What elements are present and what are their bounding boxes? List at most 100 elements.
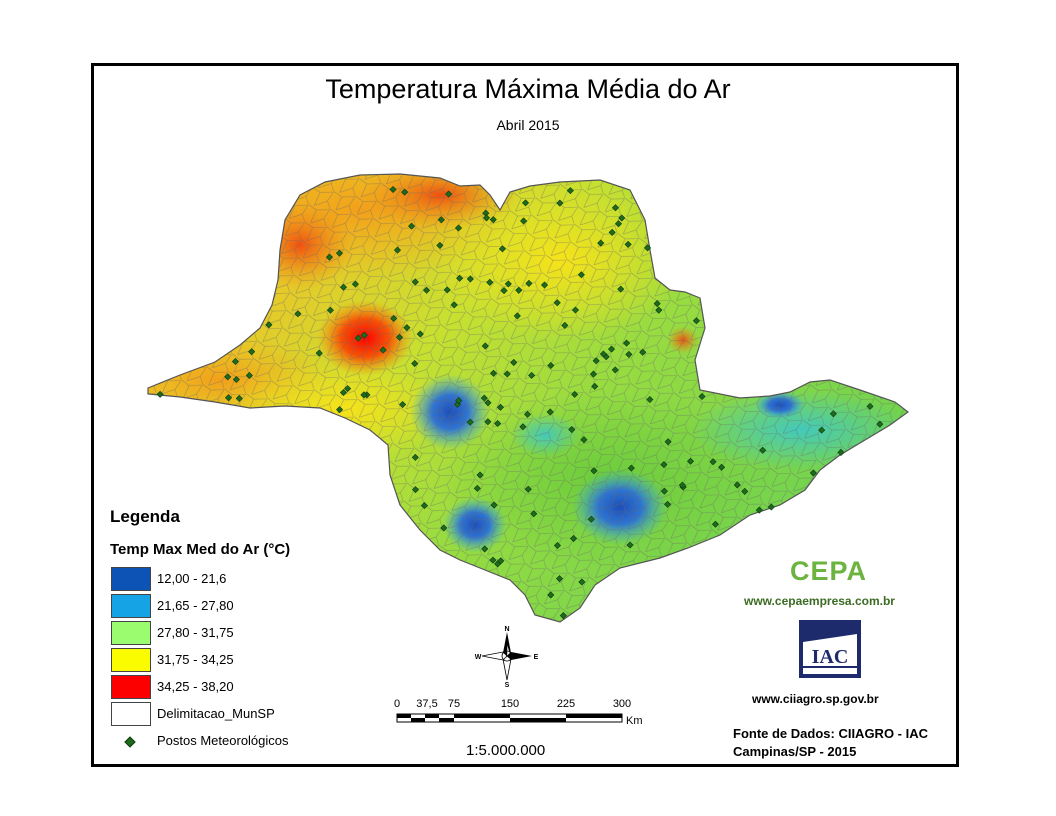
compass-e: E bbox=[534, 654, 539, 661]
station-marker bbox=[589, 370, 598, 378]
station-marker bbox=[623, 339, 631, 347]
station-marker bbox=[344, 385, 352, 393]
station-marker bbox=[408, 222, 416, 230]
cepa-url: www.cepaempresa.com.br bbox=[744, 594, 895, 608]
station-marker bbox=[494, 419, 502, 428]
station-marker bbox=[481, 342, 489, 350]
scale-unit: Km bbox=[626, 715, 643, 727]
station-marker bbox=[660, 487, 668, 495]
station-marker bbox=[559, 612, 567, 620]
legend-label: 21,65 - 27,80 bbox=[157, 598, 234, 613]
station-marker bbox=[627, 464, 635, 472]
station-marker bbox=[395, 333, 404, 341]
iac-url: www.ciiagro.sp.gov.br bbox=[752, 692, 879, 706]
station-marker bbox=[482, 214, 491, 222]
station-marker bbox=[401, 188, 409, 196]
station-marker bbox=[818, 426, 826, 434]
station-marker bbox=[235, 394, 243, 402]
station-marker bbox=[561, 321, 569, 329]
legend-swatch bbox=[111, 567, 151, 591]
station-marker bbox=[315, 349, 323, 357]
station-marker bbox=[556, 199, 564, 207]
station-marker bbox=[540, 281, 549, 289]
station-marker bbox=[490, 369, 498, 377]
station-marker bbox=[231, 357, 239, 366]
compass-s: S bbox=[505, 682, 510, 688]
scale-tick: 225 bbox=[557, 698, 575, 710]
station-marker bbox=[568, 426, 576, 434]
legend-swatch bbox=[111, 648, 151, 672]
station-marker bbox=[626, 541, 634, 549]
station-marker bbox=[522, 199, 530, 207]
station-marker bbox=[156, 390, 164, 398]
legend-label: 31,75 - 34,25 bbox=[157, 652, 234, 667]
station-marker bbox=[829, 410, 837, 418]
station-marker bbox=[326, 306, 334, 314]
station-marker bbox=[718, 463, 726, 471]
station-marker bbox=[709, 458, 717, 466]
temperature-map bbox=[147, 173, 909, 623]
station-marker bbox=[530, 510, 538, 518]
legend-swatch bbox=[111, 702, 151, 726]
station-marker bbox=[411, 359, 419, 368]
station-marker bbox=[420, 502, 428, 510]
legend-label: 12,00 - 21,6 bbox=[157, 571, 227, 586]
station-marker bbox=[759, 446, 767, 454]
station-marker bbox=[336, 406, 344, 414]
station-marker bbox=[484, 418, 492, 426]
station-marker bbox=[525, 279, 533, 287]
station-marker bbox=[423, 286, 431, 294]
station-marker bbox=[523, 410, 532, 418]
station-marker bbox=[580, 436, 588, 444]
station-marker bbox=[520, 217, 528, 225]
legend-swatch bbox=[111, 594, 151, 618]
station-marker bbox=[437, 216, 445, 224]
station-marker bbox=[571, 306, 580, 314]
scale-tick: 75 bbox=[448, 698, 460, 710]
scale-tick: 37,5 bbox=[416, 698, 437, 710]
data-source-line-1: Fonte de Dados: CIIAGRO - IAC bbox=[733, 726, 928, 741]
station-marker bbox=[294, 310, 302, 318]
station-marker bbox=[566, 187, 574, 195]
station-marker bbox=[389, 185, 397, 194]
station-marker bbox=[646, 395, 654, 404]
station-marker bbox=[416, 330, 424, 338]
station-marker bbox=[614, 220, 623, 228]
station-marker bbox=[741, 487, 749, 495]
data-source: Fonte de Dados: CIIAGRO - IAC Campinas/S… bbox=[733, 725, 928, 761]
station-marker bbox=[528, 371, 536, 379]
station-marker bbox=[245, 371, 253, 379]
map-title: Temperatura Máxima Média do Ar bbox=[325, 74, 731, 104]
station-marker bbox=[711, 520, 719, 528]
station-marker bbox=[456, 274, 464, 282]
data-source-line-2: Campinas/SP - 2015 bbox=[733, 744, 857, 759]
station-marker bbox=[486, 278, 494, 286]
station-marker bbox=[454, 224, 463, 232]
station-marker bbox=[489, 556, 497, 564]
station-marker bbox=[592, 357, 600, 365]
station-marker bbox=[232, 375, 240, 384]
station-marker bbox=[399, 401, 407, 409]
station-marker bbox=[411, 278, 419, 286]
station-marker bbox=[553, 299, 561, 307]
station-marker bbox=[513, 312, 521, 320]
station-marker bbox=[644, 244, 652, 252]
station-marker bbox=[476, 471, 484, 479]
legend-swatch bbox=[111, 621, 151, 645]
station-marker bbox=[569, 535, 578, 543]
station-marker bbox=[876, 420, 884, 428]
station-marker bbox=[597, 239, 605, 247]
scale-tick: 300 bbox=[613, 698, 631, 710]
station-marker bbox=[390, 314, 398, 322]
scale-bar: 0 37,5 75 150 225 300 Km bbox=[394, 698, 643, 727]
station-marker bbox=[591, 382, 599, 390]
station-marker bbox=[360, 331, 368, 339]
station-marker bbox=[577, 271, 585, 279]
legend-label: Delimitacao_MunSP bbox=[157, 706, 275, 721]
station-marker bbox=[625, 350, 633, 358]
station-marker bbox=[466, 418, 474, 426]
station-marker bbox=[224, 373, 232, 381]
station-marker bbox=[555, 575, 564, 583]
station-marker bbox=[524, 485, 532, 493]
cepa-logo: CEPA bbox=[790, 556, 868, 586]
